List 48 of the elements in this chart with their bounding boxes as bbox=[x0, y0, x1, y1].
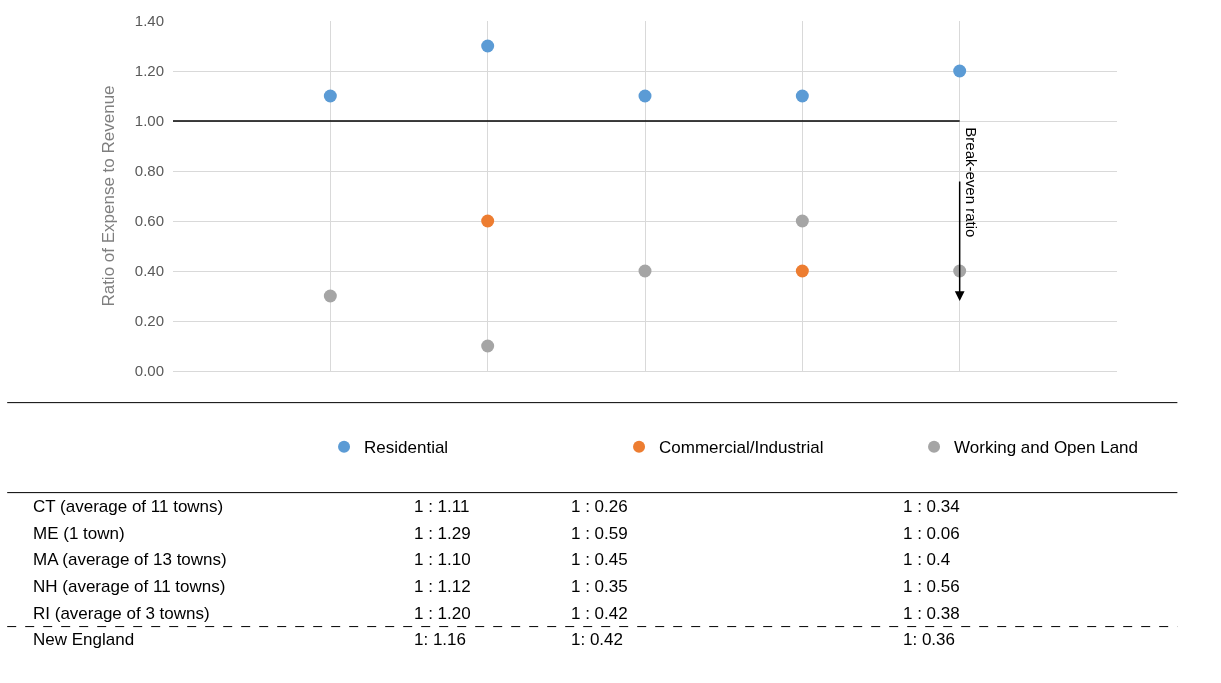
text: NH (average of 11 towns) bbox=[33, 577, 226, 596]
point bbox=[481, 214, 495, 228]
point bbox=[953, 64, 967, 78]
point bbox=[323, 289, 337, 303]
text: MA (average of 13 towns) bbox=[33, 550, 227, 569]
legend-label: Residential bbox=[364, 438, 449, 458]
text: ME (1 town) bbox=[33, 524, 125, 543]
y-tick-label: 1.20 bbox=[134, 62, 164, 80]
y-tick-label: 0.20 bbox=[134, 312, 164, 330]
point bbox=[638, 264, 652, 278]
text: 1 : 0.4 bbox=[903, 550, 951, 569]
text: 1 : 0.38 bbox=[903, 604, 960, 623]
point bbox=[638, 89, 652, 103]
y-tick-label: 0.60 bbox=[134, 212, 164, 230]
y-tick-label: 1.40 bbox=[134, 12, 164, 30]
y-tick-label: 0.40 bbox=[134, 262, 164, 280]
legend-label: Commercial/Industrial bbox=[659, 438, 824, 458]
text: 1 : 1.12 bbox=[414, 577, 471, 596]
point bbox=[795, 214, 809, 228]
text: 1 : 0.35 bbox=[571, 577, 628, 596]
text: 1 : 1.20 bbox=[414, 604, 471, 623]
point bbox=[481, 339, 495, 353]
text: 1 : 0.26 bbox=[571, 497, 628, 516]
text: 1: 0.42 bbox=[571, 630, 623, 649]
y-tick-label: 0.00 bbox=[134, 362, 164, 380]
point bbox=[481, 39, 495, 53]
point bbox=[795, 89, 809, 103]
text: 1 : 1.11 bbox=[414, 497, 470, 516]
y-axis-title: Ratio of Expense to Revenue bbox=[99, 85, 119, 307]
legend-label: Working and Open Land bbox=[954, 438, 1139, 458]
text: 1 : 0.42 bbox=[571, 604, 628, 623]
text: RI (average of 3 towns) bbox=[33, 604, 210, 623]
text: 1 : 0.34 bbox=[903, 497, 960, 516]
text: 1 : 0.06 bbox=[903, 524, 960, 543]
text: 1 : 1.10 bbox=[414, 550, 471, 569]
text: 1 : 0.45 bbox=[571, 550, 628, 569]
text: 1 : 0.59 bbox=[571, 524, 628, 543]
point bbox=[323, 89, 337, 103]
text: CT (average of 11 towns) bbox=[33, 497, 224, 516]
text: 1: 1.16 bbox=[414, 630, 466, 649]
text: 1: 0.36 bbox=[903, 630, 955, 649]
text: 1 : 1.29 bbox=[414, 524, 471, 543]
y-tick-label: 1.00 bbox=[134, 112, 164, 130]
ref-line-label: Break-even ratio bbox=[962, 127, 980, 238]
text: New England bbox=[33, 630, 135, 649]
text: 1 : 0.56 bbox=[903, 577, 960, 596]
point bbox=[795, 264, 809, 278]
y-tick-label: 0.80 bbox=[134, 162, 164, 180]
